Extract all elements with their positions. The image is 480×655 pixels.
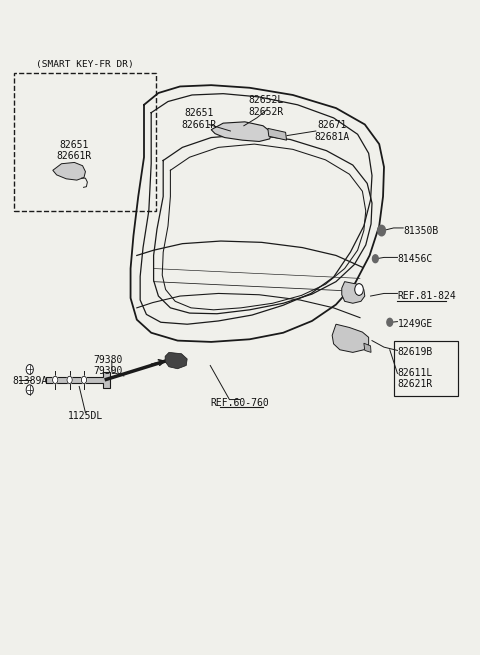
Polygon shape (165, 352, 187, 369)
Polygon shape (46, 372, 110, 388)
Text: REF.60-760: REF.60-760 (211, 398, 269, 408)
Polygon shape (53, 162, 85, 180)
Circle shape (53, 376, 58, 384)
Polygon shape (342, 282, 365, 303)
Circle shape (387, 318, 393, 326)
Text: 82671
82681A: 82671 82681A (314, 121, 349, 141)
Circle shape (67, 376, 72, 384)
Text: REF.81-824: REF.81-824 (397, 291, 456, 301)
Circle shape (372, 255, 378, 263)
Text: 82619B: 82619B (397, 347, 432, 358)
Text: 1125DL: 1125DL (68, 411, 103, 421)
Polygon shape (332, 324, 369, 352)
Circle shape (26, 384, 33, 394)
Circle shape (355, 284, 363, 295)
Text: 79380
79390: 79380 79390 (94, 355, 123, 376)
Text: (SMART KEY-FR DR): (SMART KEY-FR DR) (36, 60, 134, 69)
Text: 81389A: 81389A (12, 376, 47, 386)
Text: 82611L
82621R: 82611L 82621R (397, 368, 432, 389)
Text: 82651
82661R: 82651 82661R (181, 109, 217, 130)
Polygon shape (268, 128, 287, 140)
Circle shape (81, 376, 86, 384)
Text: 82651
82661R: 82651 82661R (57, 140, 92, 161)
Circle shape (378, 225, 385, 236)
Text: 81456C: 81456C (397, 254, 432, 265)
Text: 1249GE: 1249GE (397, 318, 432, 329)
Polygon shape (211, 122, 271, 141)
Text: 82652L
82652R: 82652L 82652R (249, 96, 284, 117)
Polygon shape (364, 343, 371, 352)
Circle shape (26, 364, 33, 375)
Text: 81350B: 81350B (403, 225, 438, 236)
